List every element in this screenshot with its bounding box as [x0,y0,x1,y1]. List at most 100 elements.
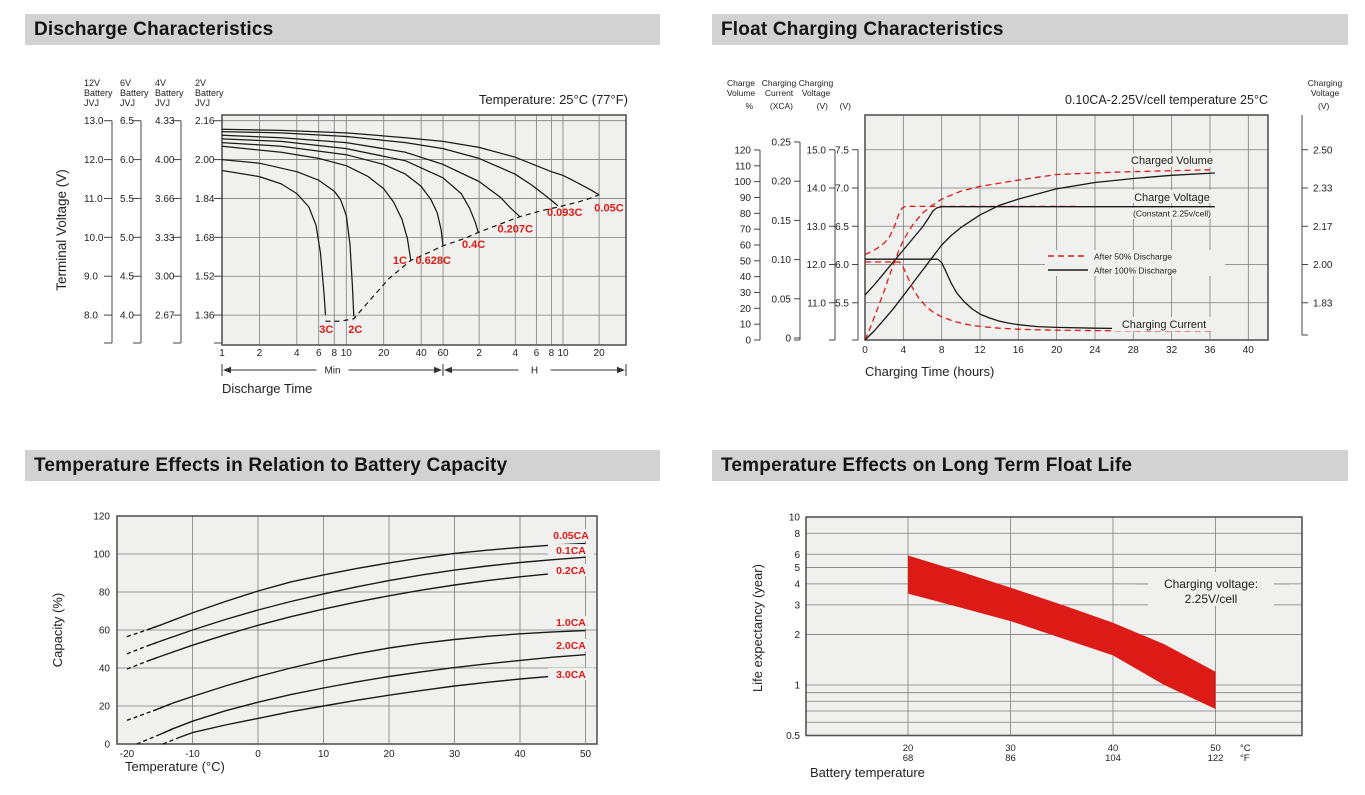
scale-unit: % [745,101,753,111]
x-unit-fahrenheit: °F [1240,753,1250,764]
discharge-curve-0.207C [221,134,521,218]
discharge-curve-1C [221,145,412,261]
x-tick-label-celsius: 20 [903,743,914,754]
y-tick-label: 3 [794,600,800,611]
rate-label: 2C [348,324,362,336]
y-tick-label: 120 [93,512,110,523]
scale-header: Battery [195,88,224,98]
rate-label: 0.2CA [556,565,586,577]
x-unit-celsius: °C [1240,743,1251,754]
discharge-curve-0.093C [221,130,559,207]
plot-border [864,114,1269,341]
scale-tick-label: 70 [740,225,752,236]
label-backing [1112,317,1216,331]
scale-tick-label: 1.83 [1313,298,1333,309]
x-tick-label: 1 [219,348,225,359]
capacity-curve-0.05CA [146,542,586,631]
scale-header: Voltage [1311,88,1340,98]
scale-tick-label: 0.25 [772,138,792,149]
scale-header: Voltage [802,88,831,98]
y-axis-title: Life expectancy (year) [750,564,765,692]
x-tick-label: 10 [341,348,353,359]
scale-header: Charging [762,78,797,88]
scale-tick-label: 100 [734,177,751,188]
scale-tick-label: 3.66 [155,194,175,205]
scale-header: Volume [727,88,756,98]
x-tick-label: 10 [318,749,330,760]
label-backing [548,564,594,576]
legend-label: After 50% Discharge [1094,252,1172,262]
capacity-curve-0.1CA [146,556,586,647]
scale-tick-label: 1.84 [195,194,215,205]
capacity-curve-3.0CA-dashed [162,736,180,745]
arrowhead-icon [434,366,442,374]
x-tick-label: 2 [476,348,482,359]
scale-tick-label: 0.05 [772,294,792,305]
arrowhead-icon [617,366,625,374]
x-tick-label: 8 [939,345,945,356]
float-curve-charging-current-100 [865,258,1215,330]
scale-tick-label: 10 [740,320,752,331]
x-tick-label: 2 [257,348,263,359]
label-backing [1124,208,1221,219]
x-tick-label: 20 [1051,345,1063,356]
x-tick-label: 50 [580,749,592,760]
x-tick-label: 60 [437,348,449,359]
arrowhead-icon [223,366,231,374]
discharge-curve-0.4C [221,138,479,233]
x-tick-label: 16 [1013,345,1025,356]
scale-header: 2V [195,78,206,88]
x-axis-title: Discharge Time [222,381,312,396]
rate-label: 1.0CA [556,617,586,629]
float-curve-charge-voltage-50 [864,205,1076,256]
discharge-curve-2C [221,158,355,317]
y-tick-label: 0.5 [786,731,800,742]
scale-tick-label: 2.50 [1313,145,1333,156]
scale-unit: (V) [817,101,829,111]
scale-header: JVJ [84,98,99,108]
scale-tick-label: 2.33 [1313,184,1333,195]
conditions-note: 0.10CA-2.25V/cell temperature 25°C [1065,93,1268,107]
label-backing [1122,190,1222,203]
rate-label: 1C [393,255,407,267]
scale-tick-label: 30 [740,288,752,299]
curve-label: Charging Current [1122,319,1206,331]
x-tick-label: 20 [383,749,395,760]
rate-label: 2.0CA [556,640,586,652]
scale-tick-label: 2.00 [195,155,215,166]
discharge-curve-cutoff [325,194,600,322]
scale-unit: (V) [1318,101,1330,111]
axis-range-label: H [531,366,538,377]
scale-tick-label: 1.68 [195,233,215,244]
curve-label: Charge Voltage [1134,192,1210,204]
scale-unit: (XCA) [770,101,793,111]
x-tick-label: 40 [514,749,526,760]
x-tick-label: 30 [449,749,461,760]
x-tick-label: 36 [1204,345,1216,356]
scale-tick-label: 3.33 [155,233,175,244]
scale-tick-label: 20 [740,304,752,315]
float-curve-charged-volume-50 [864,169,1211,341]
scale-tick-label: 5.5 [835,298,849,309]
scale-tick-label: 6.5 [120,116,134,127]
scale-tick-label: 13.0 [84,116,104,127]
scale-tick-label: 4.33 [155,116,175,127]
plot-border [116,515,598,745]
scale-tick-label: 5.0 [120,233,134,244]
scale-header: Charging [799,78,834,88]
scale-tick-label: 6.5 [835,222,849,233]
temperature-note: Temperature: 25°C (77°F) [479,92,628,107]
axis-range-label: Min [324,366,340,377]
y-tick-label: 2 [794,630,800,641]
x-tick-label: 8 [331,348,337,359]
scale-tick-label: 2.67 [155,311,175,322]
scale-tick-label: 1.36 [195,311,215,322]
rate-label: 0.4C [462,239,485,251]
label-backing [548,639,594,652]
capacity-curve-0.2CA [146,570,586,663]
scale-tick-label: 12.0 [84,155,104,166]
annotation-text: 2.25V/cell [1185,592,1238,606]
scale-header: 4V [155,78,166,88]
rate-label: 0.1CA [556,545,586,557]
